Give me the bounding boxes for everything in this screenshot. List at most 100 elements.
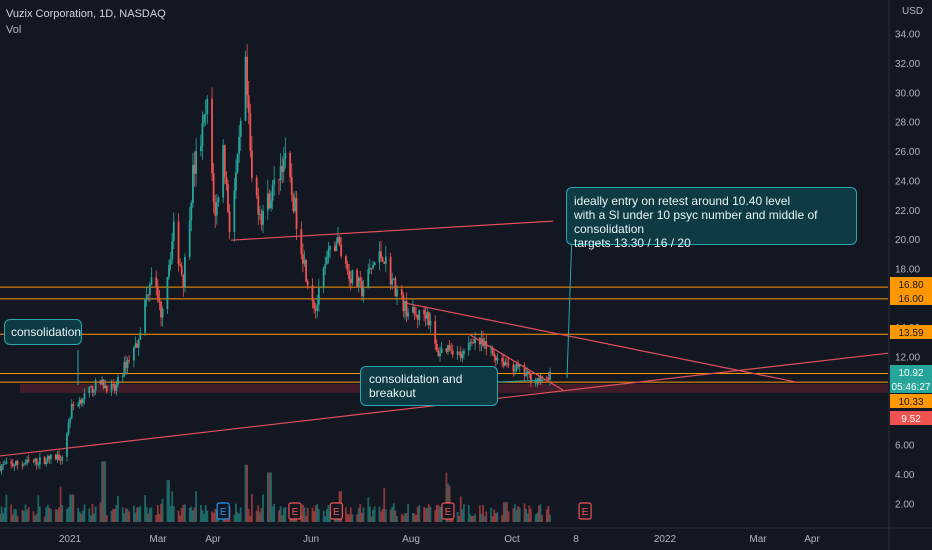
- price-axis-label-bg: [890, 411, 932, 425]
- volume-bar: [413, 513, 416, 522]
- currency-label: USD: [902, 6, 924, 17]
- volume-bar: [133, 505, 135, 522]
- candle-body: [21, 464, 24, 466]
- candle-body: [23, 464, 25, 465]
- volume-indicator-label[interactable]: Vol: [6, 24, 22, 36]
- volume-bar: [212, 512, 215, 522]
- volume-bar: [314, 505, 317, 522]
- y-tick-label: 34.00: [895, 30, 920, 41]
- candle-body: [278, 179, 280, 181]
- volume-bar: [496, 512, 499, 522]
- candle-body: [136, 343, 139, 348]
- candle-body: [169, 259, 172, 266]
- candle-body: [126, 360, 129, 369]
- candle-body: [439, 353, 441, 357]
- volume-bar: [105, 515, 108, 522]
- volume-bar: [93, 513, 95, 522]
- candle-body: [404, 300, 406, 311]
- volume-bar: [110, 510, 113, 522]
- candle-body: [217, 197, 220, 203]
- volume-bar: [169, 505, 172, 522]
- candle-body: [166, 277, 169, 309]
- candle-body: [177, 221, 180, 265]
- volume-bar: [273, 503, 276, 522]
- volume-bar: [372, 509, 374, 522]
- candle-body: [447, 345, 449, 352]
- volume-bar: [268, 472, 271, 522]
- candle-body: [82, 399, 84, 404]
- volume-bar: [193, 507, 196, 522]
- volume-bar: [306, 507, 309, 522]
- volume-bar: [523, 503, 526, 522]
- x-tick-label: 2021: [59, 534, 82, 545]
- candle-body: [121, 375, 124, 378]
- candle-body: [0, 466, 1, 471]
- volume-bar: [203, 513, 205, 522]
- trendline: [468, 333, 564, 391]
- candle-body: [214, 202, 217, 216]
- volume-bar: [416, 506, 419, 522]
- candle-body: [345, 256, 347, 265]
- candle-body: [458, 351, 461, 353]
- candle-body: [110, 384, 113, 392]
- volume-bar: [279, 506, 282, 522]
- price-axis-label: 05:46:27: [890, 379, 932, 393]
- volume-bar: [480, 513, 483, 522]
- y-tick-label: 24.00: [895, 176, 920, 187]
- volume-bar: [469, 514, 472, 522]
- candle-body: [171, 241, 174, 260]
- volume-bar: [139, 505, 142, 522]
- candle-body: [346, 264, 349, 271]
- candle-body: [539, 376, 542, 382]
- y-tick-label: 18.00: [895, 265, 920, 276]
- y-tick-label: 20.00: [895, 235, 920, 246]
- candle-body: [372, 265, 374, 269]
- candle-body: [206, 98, 209, 114]
- candle-body: [148, 284, 151, 295]
- candle-body: [340, 244, 343, 257]
- trade-plan-callout[interactable]: ideally entry on retest around 10.40 lev…: [566, 187, 857, 250]
- trendline: [231, 220, 554, 241]
- volume-bar: [512, 508, 515, 522]
- candle-body: [389, 256, 392, 285]
- volume-bar: [378, 506, 381, 522]
- volume-bar: [16, 515, 19, 522]
- candle-body: [104, 385, 107, 389]
- candle-body: [0, 465, 3, 471]
- symbol-title[interactable]: Vuzix Corporation, 1D, NASDAQ: [6, 8, 166, 20]
- candle-body: [300, 229, 303, 255]
- volume-bar: [402, 515, 405, 522]
- candle-body: [456, 351, 459, 355]
- candle-body: [367, 269, 370, 289]
- candle-body: [506, 362, 508, 364]
- breakout-callout[interactable]: consolidation and breakout: [360, 366, 498, 406]
- candle-body: [362, 288, 365, 297]
- candle-body: [168, 265, 170, 278]
- candle-body: [260, 213, 263, 225]
- volume-bar: [437, 505, 440, 522]
- volume-bar: [233, 514, 236, 522]
- candle-body: [128, 360, 131, 361]
- volume-bar: [250, 494, 253, 522]
- candle-body: [359, 277, 362, 281]
- consolidation-callout[interactable]: consolidation: [4, 319, 82, 345]
- volume-bar: [478, 505, 481, 522]
- volume-bar: [534, 514, 537, 522]
- volume-bar: [311, 507, 314, 522]
- plan-line-1: ideally entry on retest around 10.40 lev…: [574, 194, 791, 208]
- plan-line-3: targets 13.30 / 16 / 20: [574, 236, 691, 250]
- volume-bar: [400, 513, 403, 522]
- candle-body: [161, 308, 164, 318]
- candle-body: [400, 289, 403, 296]
- candle-body: [15, 460, 17, 466]
- volume-bar: [284, 506, 287, 522]
- volume-bar: [494, 513, 497, 522]
- candle-body: [80, 399, 83, 404]
- candle-body: [69, 418, 72, 423]
- candle-body: [34, 458, 36, 462]
- candle-body: [211, 98, 213, 174]
- volume-bar: [2, 513, 5, 522]
- candle-body: [373, 262, 376, 266]
